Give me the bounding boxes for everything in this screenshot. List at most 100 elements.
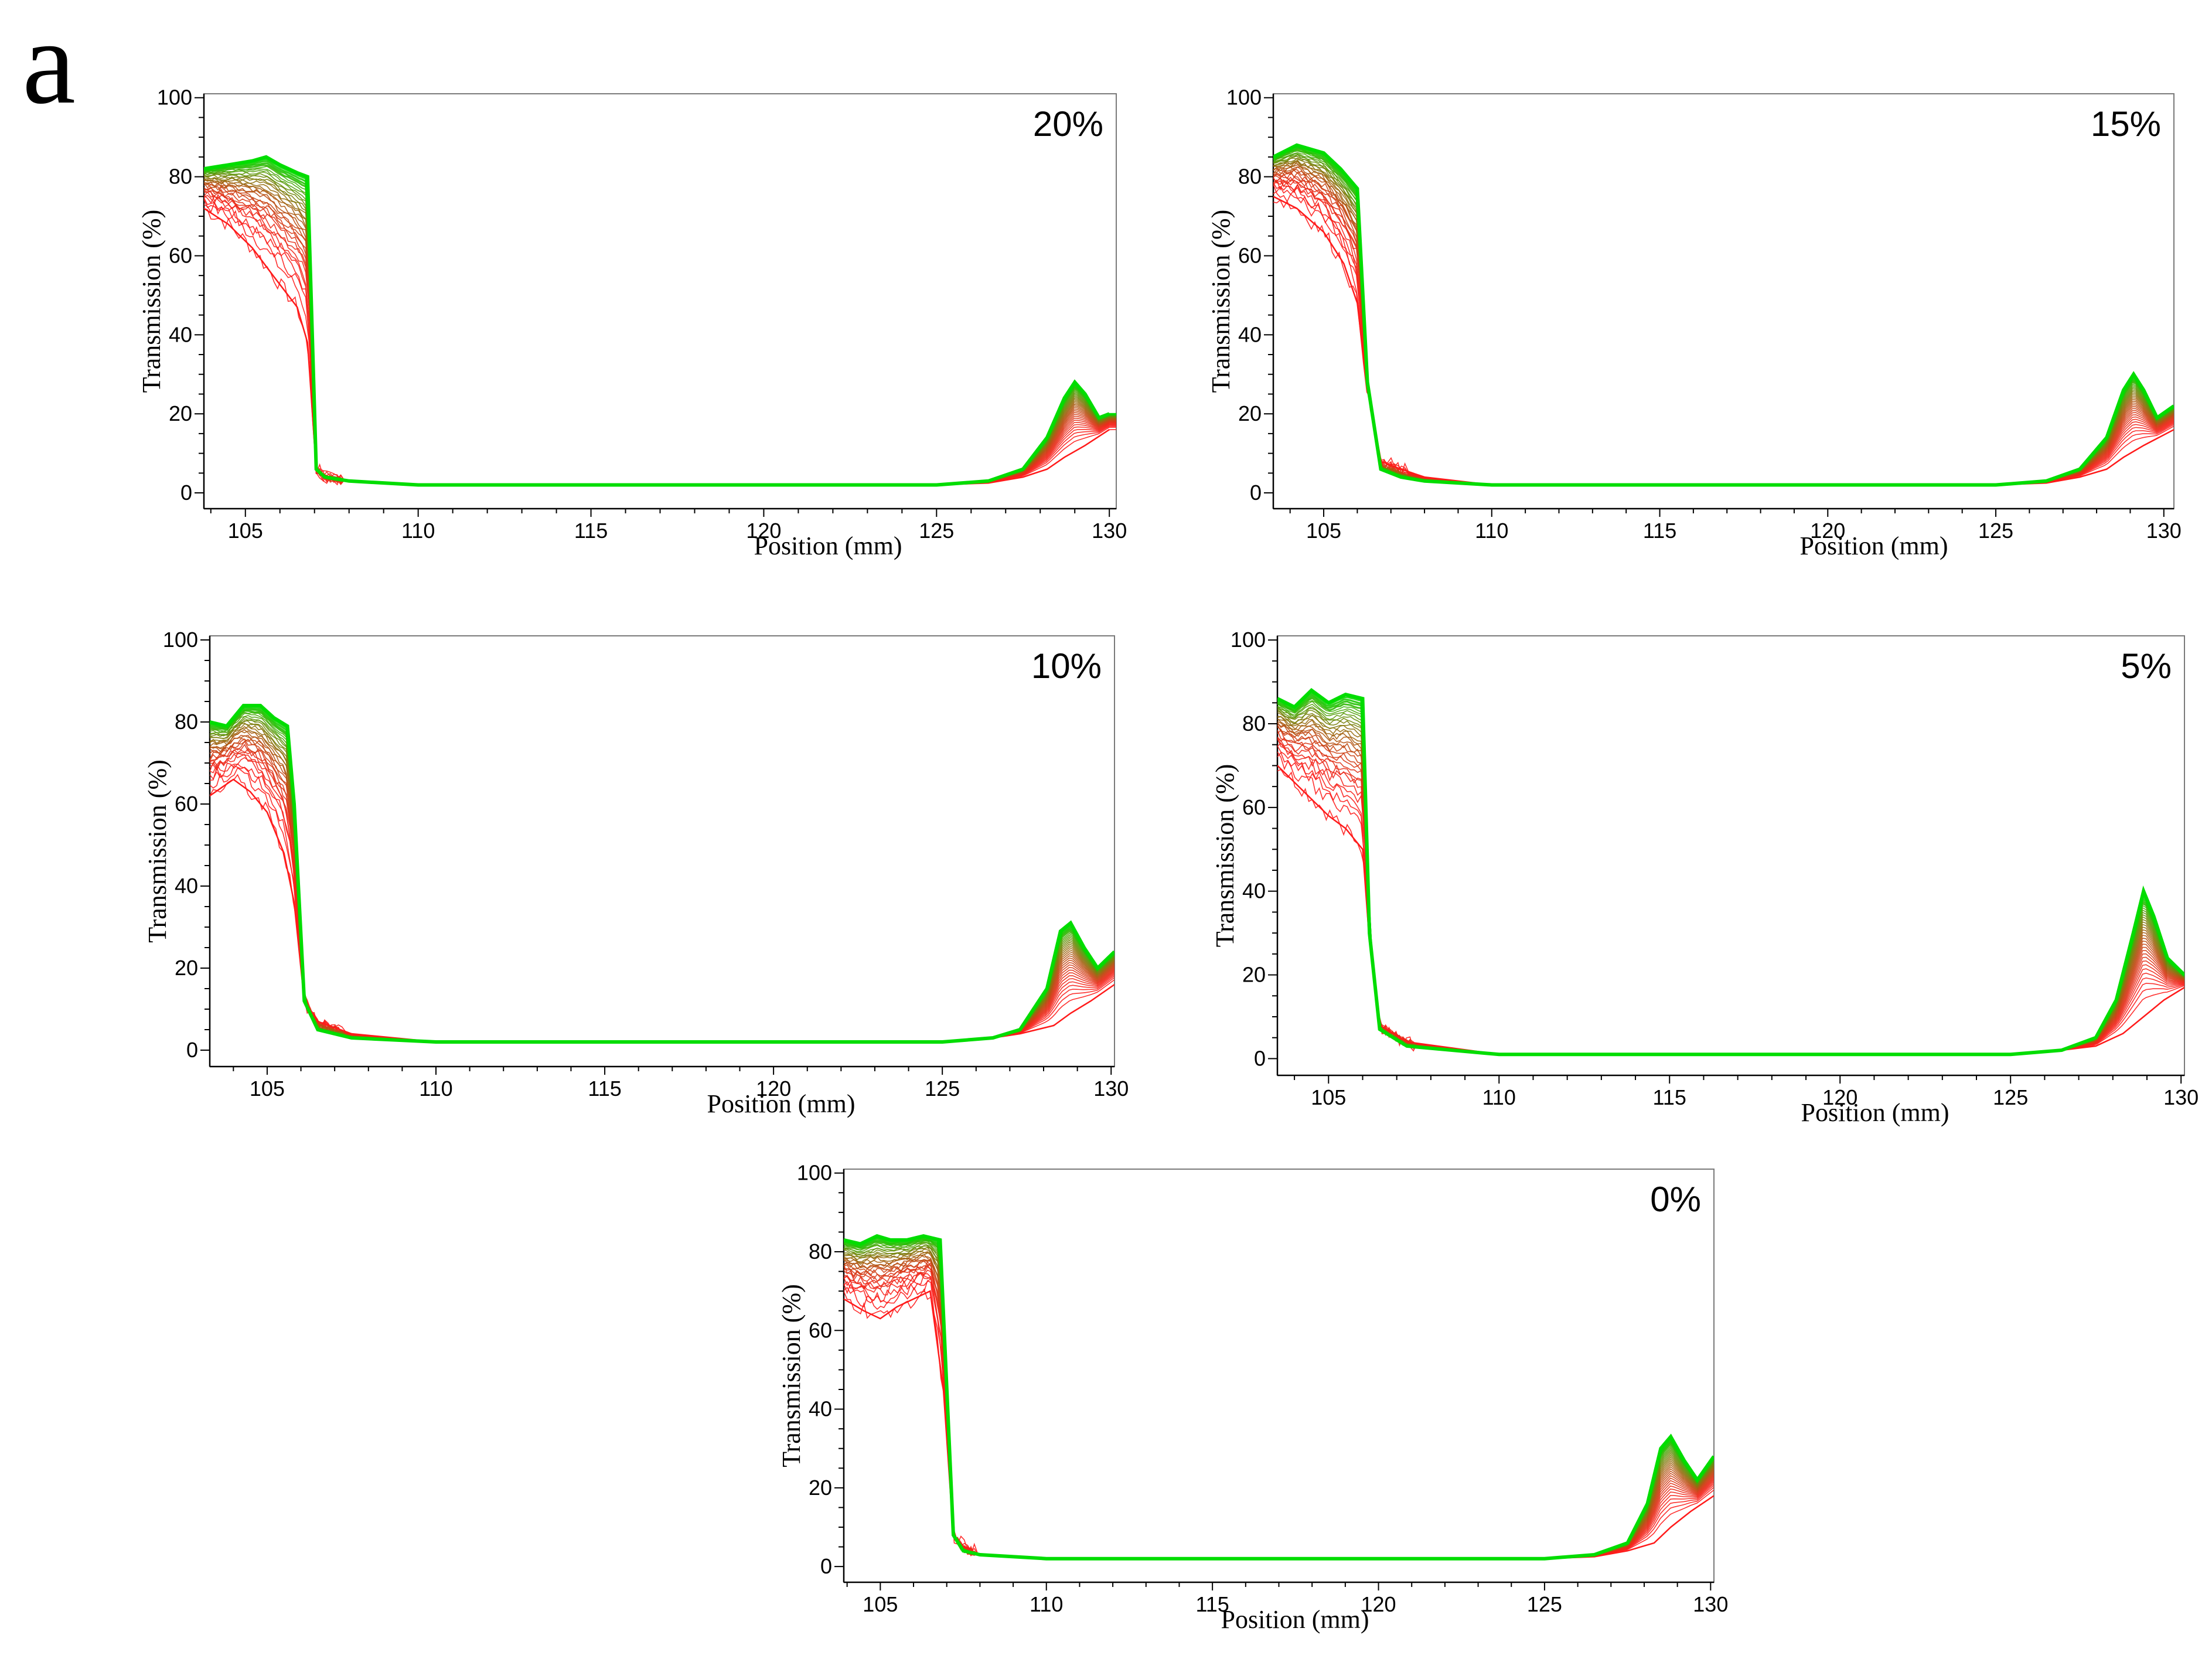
x-tick-label: 130 — [1093, 1077, 1129, 1101]
scan-curve — [210, 716, 1114, 1043]
scan-curve — [1273, 177, 2174, 486]
chart-panel-3: 0 20 40 60 80 100 105 110 115 120 125 130 Position (… — [1211, 628, 2199, 1127]
x-tick-label: 125 — [1993, 1085, 2028, 1109]
first-scan-line — [204, 207, 1110, 486]
scan-curve — [210, 707, 1114, 1043]
scan-curve — [210, 735, 1114, 1043]
scan-curve — [210, 723, 1114, 1043]
scan-curve — [1277, 718, 2184, 1055]
scan-curve — [210, 730, 1114, 1043]
scan-curve — [210, 709, 1114, 1043]
scan-curve — [204, 179, 1116, 486]
x-tick-label: 115 — [574, 519, 608, 543]
y-axis-title: Transmission (%) — [1211, 764, 1239, 948]
scan-curve — [1277, 730, 2184, 1055]
scan-curve — [204, 182, 1116, 486]
scan-curve — [210, 753, 1114, 1043]
x-tick-label: 120 — [1361, 1592, 1396, 1616]
scan-curve — [1277, 710, 2184, 1055]
scan-curve — [210, 720, 1114, 1043]
x-tick-label: 130 — [2163, 1085, 2199, 1109]
y-tick-label: 80 — [809, 1239, 832, 1263]
y-tick-label: 60 — [175, 792, 198, 816]
y-tick-label: 0 — [820, 1554, 832, 1578]
scan-curve — [1273, 154, 2174, 486]
scan-curve — [844, 1277, 1714, 1559]
scan-curve — [844, 1273, 1714, 1559]
scan-curve — [1277, 716, 2184, 1055]
scan-curve — [1273, 199, 2174, 486]
scan-curve — [1273, 147, 2174, 486]
final-scan-line — [844, 1234, 1714, 1561]
x-tick-label: 105 — [250, 1077, 285, 1101]
scan-curve — [210, 725, 1114, 1043]
plot-frame — [1273, 93, 2174, 509]
scan-curve — [844, 1252, 1714, 1559]
scan-curve — [210, 774, 1114, 1043]
scan-curve — [210, 718, 1114, 1043]
x-tick-label: 105 — [863, 1592, 898, 1616]
scan-curve — [844, 1264, 1714, 1559]
y-tick-label: 100 — [797, 1161, 832, 1185]
final-scan-line — [204, 155, 1110, 487]
scan-curve — [204, 191, 1116, 486]
scan-curve — [204, 164, 1116, 486]
scan-curve — [844, 1280, 1714, 1559]
scan-curve — [1277, 769, 2184, 1055]
concentration-label: 10% — [1031, 646, 1102, 686]
scan-curve — [844, 1269, 1714, 1559]
y-axis-title: Transmission (%) — [777, 1284, 806, 1467]
charts-layer: 0 20 40 60 80 100 105 110 115 120 125 130 Position (… — [137, 86, 2199, 1634]
scan-curve — [844, 1242, 1714, 1559]
scan-curve — [210, 744, 1114, 1043]
scan-curve — [210, 710, 1114, 1043]
scan-curve — [210, 762, 1114, 1043]
scan-curve — [844, 1243, 1714, 1559]
scan-curve — [1273, 182, 2174, 486]
scan-curve — [1277, 751, 2184, 1055]
scan-curve — [204, 201, 1116, 486]
scan-curve — [844, 1246, 1714, 1559]
scan-curve — [210, 738, 1114, 1043]
scan-curve — [844, 1237, 1714, 1560]
plot-frame — [209, 635, 1115, 1067]
y-tick-label: 20 — [1242, 963, 1266, 987]
scan-curve — [1277, 729, 2184, 1055]
scan-curve — [1277, 722, 2184, 1055]
concentration-label: 15% — [2091, 104, 2161, 144]
x-tick-label: 125 — [919, 519, 954, 543]
scan-curve — [1273, 161, 2174, 486]
y-tick-label: 0 — [180, 481, 192, 505]
final-scan-line — [210, 704, 1114, 1044]
scan-curve — [204, 158, 1116, 486]
scan-curve — [210, 711, 1114, 1043]
scan-curve — [210, 704, 1114, 1043]
scan-curve — [1277, 727, 2184, 1055]
scan-curve — [844, 1259, 1714, 1559]
scan-curve — [210, 706, 1114, 1043]
scan-curve — [204, 182, 1116, 486]
scan-curve — [1273, 146, 2174, 486]
scan-curve — [204, 193, 1116, 486]
scan-curve — [1277, 745, 2184, 1055]
curve-group — [204, 155, 1116, 487]
scan-curve — [204, 180, 1116, 486]
first-scan-line — [1273, 196, 2174, 486]
scan-curve — [844, 1258, 1714, 1559]
x-tick-label: 115 — [1653, 1085, 1686, 1109]
scan-curve — [210, 738, 1114, 1043]
scan-curve — [1273, 166, 2174, 486]
scan-curve — [1277, 712, 2184, 1055]
scan-curve — [844, 1240, 1714, 1559]
scan-curve — [1273, 164, 2174, 486]
y-tick-label: 0 — [1250, 481, 1262, 505]
scan-curve — [844, 1273, 1714, 1559]
scan-curve — [1273, 176, 2174, 486]
scan-curve — [844, 1236, 1714, 1560]
x-tick-label: 110 — [419, 1077, 452, 1101]
curve-group — [844, 1234, 1714, 1561]
y-tick-label: 40 — [1242, 879, 1266, 903]
x-tick-label: 125 — [1527, 1592, 1562, 1616]
scan-curve — [1273, 153, 2174, 486]
y-tick-label: 80 — [1238, 165, 1262, 189]
